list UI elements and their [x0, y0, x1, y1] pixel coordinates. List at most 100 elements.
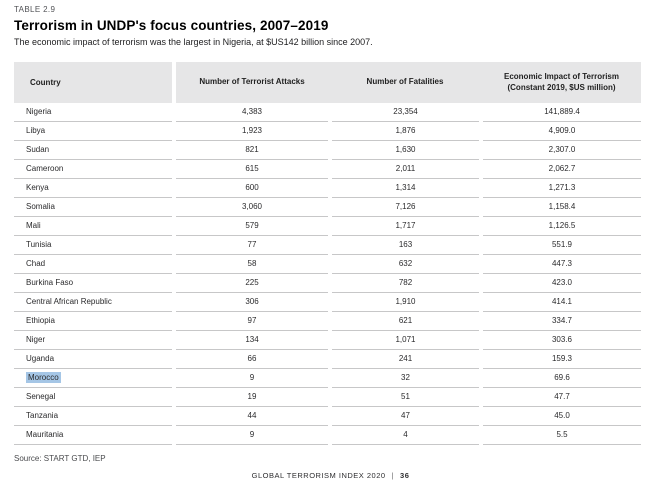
column-header-impact: Economic Impact of Terrorism (Constant 2… — [504, 71, 619, 92]
table-row: Tanzania 44 47 45.0 — [14, 407, 641, 426]
cell-impact: 141,889.4 — [483, 103, 641, 122]
table-row: Cameroon 615 2,011 2,062.7 — [14, 160, 641, 179]
country-text: Niger — [26, 335, 46, 344]
country-text: Nigeria — [26, 107, 52, 116]
page-title: Terrorism in UNDP's focus countries, 200… — [14, 18, 329, 33]
country-text: Mali — [26, 221, 41, 230]
country-text: Ethiopia — [26, 316, 55, 325]
cell-country: Central African Republic — [14, 293, 172, 312]
cell-attacks: 600 — [176, 179, 328, 198]
cell-impact: 303.6 — [483, 331, 641, 350]
cell-country: Nigeria — [14, 103, 172, 122]
cell-impact: 45.0 — [483, 407, 641, 426]
country-text: Kenya — [26, 183, 49, 192]
cell-fatalities: 51 — [332, 388, 479, 407]
cell-impact: 447.3 — [483, 255, 641, 274]
table-row: Morocco 9 32 69.6 — [14, 369, 641, 388]
cell-impact: 414.1 — [483, 293, 641, 312]
table-row: Senegal 19 51 47.7 — [14, 388, 641, 407]
page-footer: GLOBAL TERRORISM INDEX 2020 | 36 — [0, 471, 661, 480]
cell-attacks: 66 — [176, 350, 328, 369]
cell-country: Niger — [14, 331, 172, 350]
cell-impact: 423.0 — [483, 274, 641, 293]
table-body: Nigeria 4,383 23,354 141,889.4 Libya 1,923 1,8… — [14, 103, 641, 445]
country-text: Senegal — [26, 392, 56, 401]
page-subtitle: The economic impact of terrorism was the… — [14, 37, 373, 47]
country-text: Libya — [26, 126, 46, 135]
cell-impact: 1,158.4 — [483, 198, 641, 217]
country-text: Burkina Faso — [26, 278, 74, 287]
country-text: Cameroon — [26, 164, 64, 173]
table-row: Libya 1,923 1,876 4,909.0 — [14, 122, 641, 141]
cell-country: Burkina Faso — [14, 274, 172, 293]
data-table: Country Number of Terrorist Attacks Numb… — [14, 62, 641, 445]
column-header-country: Country — [14, 62, 172, 103]
table-row: Chad 58 632 447.3 — [14, 255, 641, 274]
cell-country: Tanzania — [14, 407, 172, 426]
cell-impact: 1,271.3 — [483, 179, 641, 198]
cell-country: Mali — [14, 217, 172, 236]
country-text: Tunisia — [26, 240, 52, 249]
cell-fatalities: 632 — [332, 255, 479, 274]
cell-fatalities: 7,126 — [332, 198, 479, 217]
cell-country: Ethiopia — [14, 312, 172, 331]
cell-impact: 159.3 — [483, 350, 641, 369]
cell-fatalities: 1,717 — [332, 217, 479, 236]
column-header-fatalities: Number of Fatalities — [366, 77, 444, 87]
table-row: Nigeria 4,383 23,354 141,889.4 — [14, 103, 641, 122]
cell-impact: 2,062.7 — [483, 160, 641, 179]
cell-country: Mauritania — [14, 426, 172, 445]
cell-attacks: 225 — [176, 274, 328, 293]
country-text: Central African Republic — [26, 297, 112, 306]
cell-attacks: 19 — [176, 388, 328, 407]
table-row: Mali 579 1,717 1,126.5 — [14, 217, 641, 236]
cell-country: Tunisia — [14, 236, 172, 255]
cell-fatalities: 2,011 — [332, 160, 479, 179]
footer-page-number: 36 — [400, 471, 410, 480]
country-text: Sudan — [26, 145, 50, 154]
cell-country: Sudan — [14, 141, 172, 160]
cell-attacks: 3,060 — [176, 198, 328, 217]
cell-country: Senegal — [14, 388, 172, 407]
cell-country: Morocco — [14, 369, 172, 388]
cell-fatalities: 23,354 — [332, 103, 479, 122]
cell-fatalities: 47 — [332, 407, 479, 426]
cell-fatalities: 782 — [332, 274, 479, 293]
country-text: Mauritania — [26, 430, 64, 439]
cell-fatalities: 32 — [332, 369, 479, 388]
cell-fatalities: 621 — [332, 312, 479, 331]
table-row: Burkina Faso 225 782 423.0 — [14, 274, 641, 293]
cell-attacks: 9 — [176, 369, 328, 388]
report-page: TABLE 2.9 Terrorism in UNDP's focus coun… — [14, 5, 641, 463]
source-note: Source: START GTD, IEP — [14, 454, 106, 463]
cell-attacks: 821 — [176, 141, 328, 160]
country-text: Somalia — [26, 202, 55, 211]
cell-country: Cameroon — [14, 160, 172, 179]
cell-country: Kenya — [14, 179, 172, 198]
table-row: Central African Republic 306 1,910 414.1 — [14, 293, 641, 312]
cell-impact: 47.7 — [483, 388, 641, 407]
table-row: Tunisia 77 163 551.9 — [14, 236, 641, 255]
cell-impact: 5.5 — [483, 426, 641, 445]
cell-attacks: 97 — [176, 312, 328, 331]
table-row: Kenya 600 1,314 1,271.3 — [14, 179, 641, 198]
cell-attacks: 1,923 — [176, 122, 328, 141]
cell-fatalities: 241 — [332, 350, 479, 369]
cell-attacks: 579 — [176, 217, 328, 236]
country-text: Chad — [26, 259, 46, 268]
cell-country: Libya — [14, 122, 172, 141]
cell-fatalities: 1,314 — [332, 179, 479, 198]
cell-attacks: 58 — [176, 255, 328, 274]
cell-fatalities: 1,910 — [332, 293, 479, 312]
column-header-attacks: Number of Terrorist Attacks — [199, 77, 305, 87]
table-row: Uganda 66 241 159.3 — [14, 350, 641, 369]
cell-attacks: 4,383 — [176, 103, 328, 122]
table-row: Ethiopia 97 621 334.7 — [14, 312, 641, 331]
country-text: Uganda — [26, 354, 55, 363]
table-row: Niger 134 1,071 303.6 — [14, 331, 641, 350]
cell-country: Chad — [14, 255, 172, 274]
cell-fatalities: 4 — [332, 426, 479, 445]
table-eyebrow: TABLE 2.9 — [14, 5, 56, 14]
country-text: Tanzania — [26, 411, 59, 420]
cell-impact: 69.6 — [483, 369, 641, 388]
